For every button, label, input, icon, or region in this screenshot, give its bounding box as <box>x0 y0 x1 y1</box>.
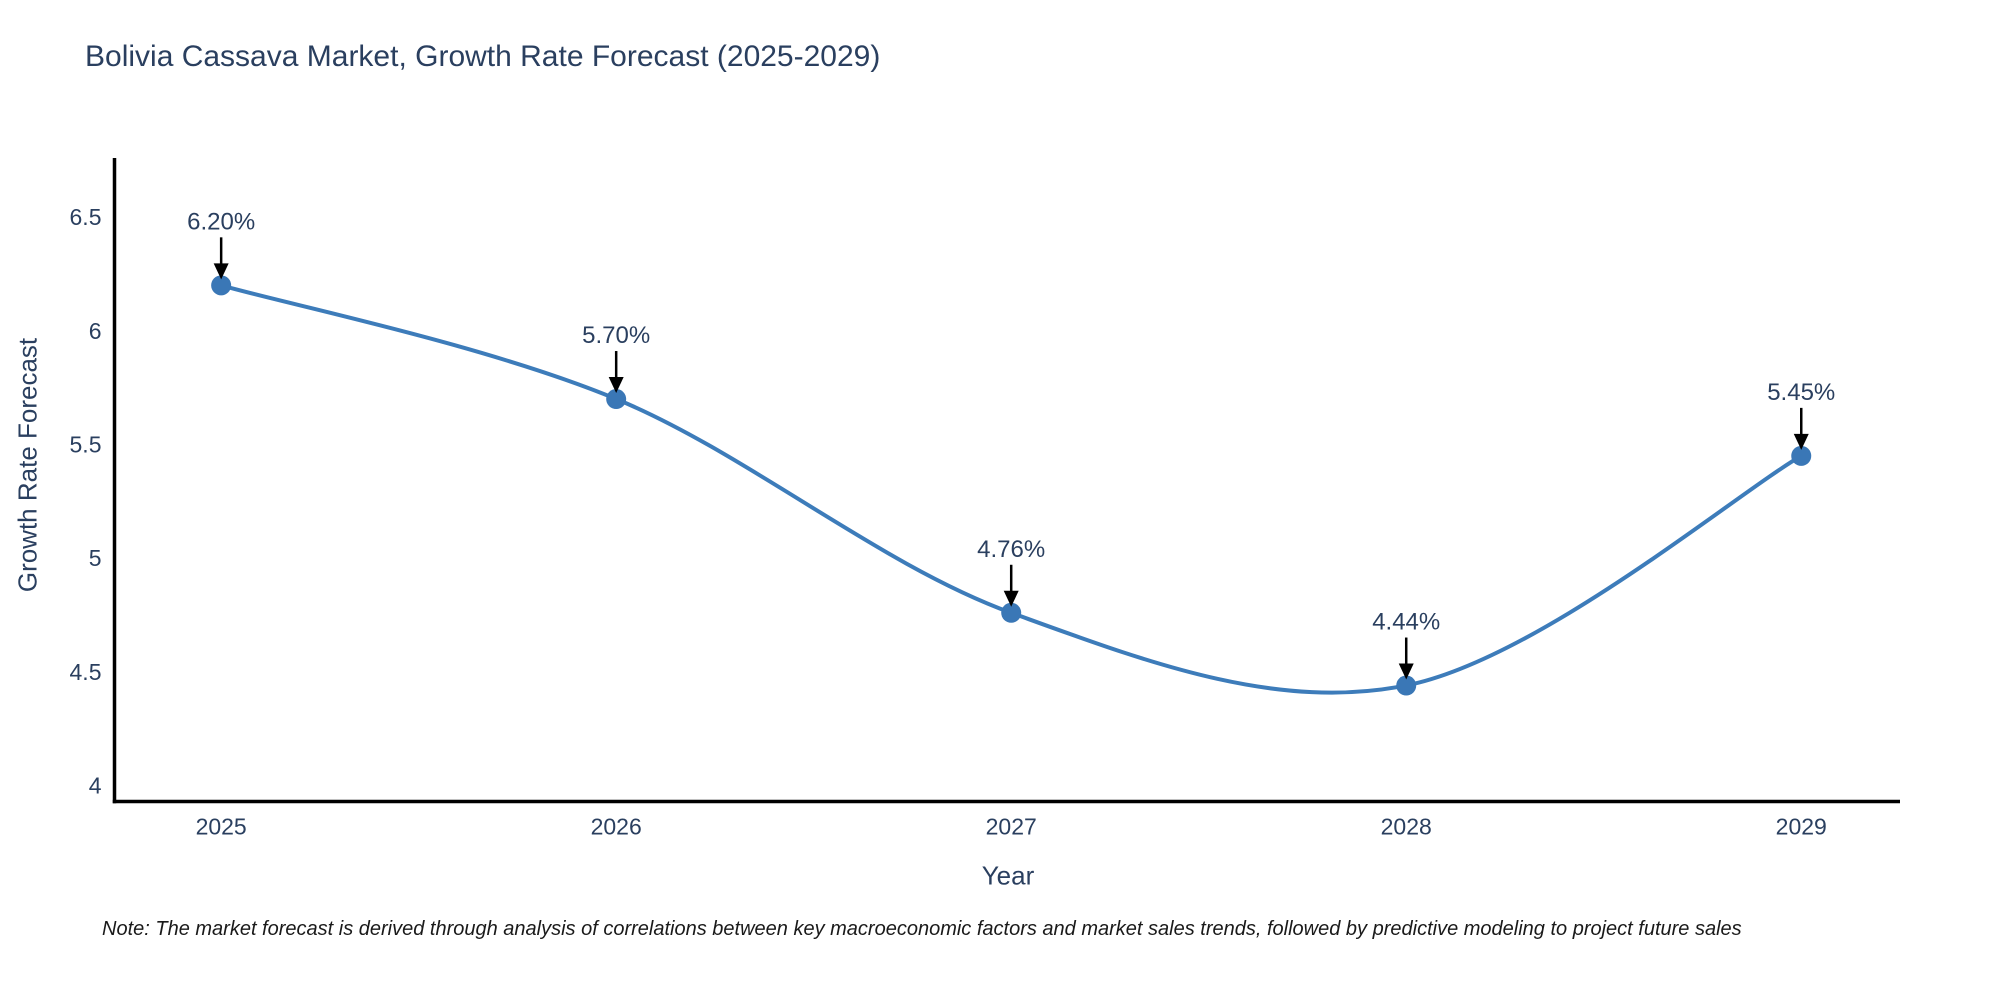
x-tick-label: 2026 <box>591 814 642 840</box>
forecast-spline-line <box>219 283 1804 695</box>
x-axis-title: Year <box>981 860 1035 891</box>
y-tick-label: 5.5 <box>70 432 102 458</box>
annotation-arrowhead <box>1398 663 1414 680</box>
x-tick-label: 2028 <box>1381 814 1432 840</box>
y-tick-label: 4.5 <box>70 659 102 685</box>
annotation-label: 4.44% <box>1372 609 1440 636</box>
annotation-arrowhead <box>1793 433 1809 450</box>
annotation-label: 6.20% <box>187 208 255 235</box>
y-tick-label: 5 <box>89 545 102 571</box>
annotation-arrowhead <box>1003 590 1019 607</box>
annotation-label: 5.70% <box>582 322 650 349</box>
chart-title: Bolivia Cassava Market, Growth Rate Fore… <box>85 40 881 73</box>
data-point-marker-2028 <box>1396 675 1417 696</box>
annotation-arrowhead <box>213 263 229 280</box>
data-point-marker-2026 <box>606 389 627 410</box>
data-point-marker-2025 <box>211 275 232 296</box>
data-point-marker-2027 <box>1001 602 1022 623</box>
x-tick-label: 2027 <box>986 814 1037 840</box>
data-point-marker-2029 <box>1791 445 1812 466</box>
x-tick-label: 2029 <box>1776 814 1827 840</box>
annotation-label: 5.45% <box>1767 379 1835 406</box>
annotation-label: 4.76% <box>977 536 1045 563</box>
y-tick-label: 6.5 <box>70 204 102 230</box>
footnote: Note: The market forecast is derived thr… <box>102 918 1742 940</box>
x-tick-label: 2025 <box>196 814 247 840</box>
y-tick-label: 4 <box>89 773 102 799</box>
y-tick-label: 6 <box>89 318 102 344</box>
annotation-arrowhead <box>608 377 624 394</box>
